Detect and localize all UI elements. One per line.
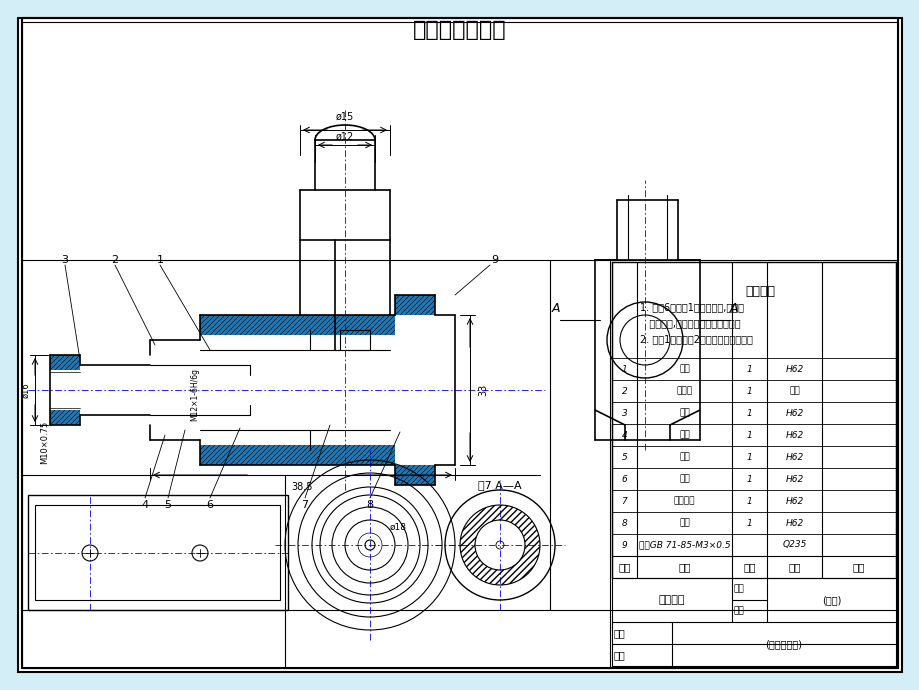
Text: 螺钉GB 71-85-M3×0.5: 螺钉GB 71-85-M3×0.5 xyxy=(638,540,730,549)
Text: 绝缘座: 绝缘座 xyxy=(675,386,692,395)
Text: 备注: 备注 xyxy=(852,562,864,572)
Bar xyxy=(394,465,435,485)
Text: 学号: 学号 xyxy=(733,607,744,615)
Text: 插脚: 插脚 xyxy=(678,475,689,484)
Text: 1: 1 xyxy=(746,386,752,395)
Text: M10×0.75: M10×0.75 xyxy=(40,420,50,464)
Text: 1: 1 xyxy=(746,518,752,527)
Text: H62: H62 xyxy=(785,431,803,440)
Text: 审核: 审核 xyxy=(613,628,625,638)
Text: 1: 1 xyxy=(746,453,752,462)
Text: 5: 5 xyxy=(165,500,171,510)
Text: 连接管套: 连接管套 xyxy=(673,497,695,506)
Text: 3: 3 xyxy=(62,255,68,265)
Bar xyxy=(199,445,394,465)
Text: 衬套: 衬套 xyxy=(678,408,689,417)
Text: ø16: ø16 xyxy=(21,382,30,398)
Text: 2. 套管1与绝缘座2涂胶水后加温聚合。: 2. 套管1与绝缘座2涂胶水后加温聚合。 xyxy=(640,334,752,344)
Text: 1: 1 xyxy=(621,364,627,373)
Text: 3: 3 xyxy=(621,408,627,417)
Text: 塑料: 塑料 xyxy=(789,386,799,395)
Text: 38.5: 38.5 xyxy=(291,482,312,492)
Bar xyxy=(28,495,288,610)
Text: 螺塞: 螺塞 xyxy=(678,518,689,527)
Text: 衬套: 衬套 xyxy=(678,453,689,462)
Text: 材料: 材料 xyxy=(788,562,800,572)
Text: (校名、班名): (校名、班名) xyxy=(765,639,801,649)
Text: ø18: ø18 xyxy=(390,522,406,531)
Text: A: A xyxy=(550,302,560,315)
Text: 1: 1 xyxy=(746,497,752,506)
Bar xyxy=(50,355,80,370)
Text: (图号): (图号) xyxy=(821,595,840,605)
Text: H62: H62 xyxy=(785,364,803,373)
Text: 4: 4 xyxy=(621,431,627,440)
Text: 1. 插脚6与套管1用冲眼连接,连接前: 1. 插脚6与套管1用冲眼连接,连接前 xyxy=(640,302,743,312)
Text: 6: 6 xyxy=(206,500,213,510)
Text: Q235: Q235 xyxy=(781,540,806,549)
Text: 8: 8 xyxy=(621,518,627,527)
Text: 数量: 数量 xyxy=(743,562,754,572)
Text: 套管: 套管 xyxy=(678,364,689,373)
Text: 2: 2 xyxy=(111,255,119,265)
Text: 涂上胶水,连接后加温使胶水聚合。: 涂上胶水,连接后加温使胶水聚合。 xyxy=(640,318,740,328)
Text: 1: 1 xyxy=(156,255,164,265)
Text: 8: 8 xyxy=(366,500,373,510)
Text: 衬套: 衬套 xyxy=(678,431,689,440)
Text: H62: H62 xyxy=(785,475,803,484)
Text: 比例: 比例 xyxy=(733,584,744,593)
Text: 9: 9 xyxy=(491,255,498,265)
Text: 33: 33 xyxy=(478,384,487,396)
Text: 1: 1 xyxy=(746,408,752,417)
Text: 6: 6 xyxy=(621,475,627,484)
Bar xyxy=(199,315,394,335)
Text: 1: 1 xyxy=(746,364,752,373)
Bar xyxy=(394,295,435,315)
Bar xyxy=(35,505,279,600)
Text: H62: H62 xyxy=(785,497,803,506)
Text: 4: 4 xyxy=(142,500,148,510)
Bar xyxy=(50,410,80,425)
Text: 1: 1 xyxy=(746,431,752,440)
Text: ø15: ø15 xyxy=(335,112,354,122)
Text: H62: H62 xyxy=(785,453,803,462)
Text: 高频插座装配图: 高频插座装配图 xyxy=(413,20,506,40)
Text: 1: 1 xyxy=(746,475,752,484)
Text: 名称: 名称 xyxy=(677,562,690,572)
Text: M12×1-6H/6g: M12×1-6H/6g xyxy=(190,368,199,420)
Text: H62: H62 xyxy=(785,408,803,417)
Text: 序号: 序号 xyxy=(618,562,630,572)
Text: 件7 A—A: 件7 A—A xyxy=(478,480,521,490)
Text: 高频插座: 高频插座 xyxy=(658,595,685,605)
Text: ø12: ø12 xyxy=(335,132,354,142)
Text: A: A xyxy=(729,302,738,315)
Text: 9: 9 xyxy=(621,540,627,549)
Text: 技术要求: 技术要求 xyxy=(744,285,774,298)
Text: H62: H62 xyxy=(785,518,803,527)
Text: 2: 2 xyxy=(621,386,627,395)
Text: 5: 5 xyxy=(621,453,627,462)
Text: 制图: 制图 xyxy=(613,650,625,660)
Text: 7: 7 xyxy=(301,500,308,510)
Text: 7: 7 xyxy=(621,497,627,506)
